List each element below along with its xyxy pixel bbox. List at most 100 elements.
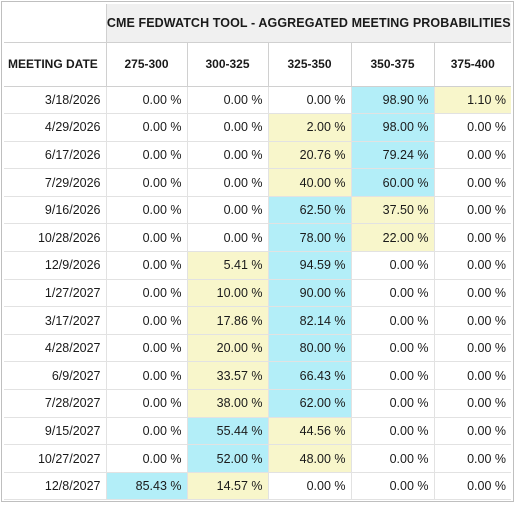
probability-cell: 62.00 %	[267, 389, 351, 418]
table-row: 9/15/2027 0.00 % 55.44 % 44.56 % 0.00 % 0.00 …	[4, 417, 512, 446]
probability-cell: 10.00 %	[186, 279, 268, 308]
meeting-date-cell: 10/27/2027	[4, 444, 106, 473]
probability-cell: 0.00 %	[186, 168, 268, 197]
probability-cell: 0.00 %	[105, 306, 187, 335]
table-row: 7/29/2026 0.00 % 0.00 % 40.00 % 60.00 % 0.00 …	[4, 168, 512, 197]
probability-cell: 94.59 %	[267, 251, 351, 280]
probability-cell: 0.00 %	[433, 113, 512, 142]
meeting-date-cell: 4/29/2026	[4, 113, 106, 142]
table-row: 10/28/2026 0.00 % 0.00 % 78.00 % 22.00 % 0.00…	[4, 223, 512, 253]
probability-cell: 80.00 %	[267, 334, 351, 363]
column-header-375-400: 375-400	[433, 42, 512, 87]
table-row: 12/9/2026 0.00 % 5.41 % 94.59 % 0.00 % 0.00 %	[4, 251, 512, 280]
meeting-date-cell: 10/28/2026	[4, 223, 106, 253]
probability-cell: 0.00 %	[433, 389, 512, 418]
column-header-350-375: 350-375	[350, 42, 434, 87]
column-header-275-300: 275-300	[105, 42, 187, 87]
header-row: MEETING DATE 275-300 300-325 325-350 350…	[4, 42, 512, 87]
probability-cell: 0.00 %	[186, 141, 268, 170]
probability-cell: 0.00 %	[433, 444, 512, 473]
column-header-meeting-date: MEETING DATE	[4, 42, 106, 87]
probability-cell: 66.43 %	[267, 361, 351, 391]
probability-cell: 0.00 %	[433, 279, 512, 308]
probability-cell: 5.41 %	[186, 251, 268, 280]
probability-cell: 52.00 %	[186, 444, 268, 473]
probability-cell: 85.43 %	[105, 472, 187, 501]
probability-cell: 33.57 %	[186, 361, 268, 391]
meeting-date-cell: 3/17/2027	[4, 306, 106, 335]
probability-cell: 0.00 %	[433, 168, 512, 197]
probability-cell: 14.57 %	[186, 472, 268, 501]
probability-cell: 0.00 %	[105, 113, 187, 142]
probability-cell: 0.00 %	[186, 113, 268, 142]
probability-cell: 82.14 %	[267, 306, 351, 335]
probability-cell: 0.00 %	[186, 196, 268, 225]
meeting-date-cell: 1/27/2027	[4, 279, 106, 308]
probability-cell: 0.00 %	[433, 223, 512, 253]
probability-cell: 22.00 %	[350, 223, 434, 253]
table-row: 6/17/2026 0.00 % 0.00 % 20.76 % 79.24 % 0.00 …	[4, 141, 512, 170]
table-row: 12/8/2027 85.43 % 14.57 % 0.00 % 0.00 % 0.00 …	[4, 472, 512, 501]
probability-cell: 38.00 %	[186, 389, 268, 418]
probability-cell: 62.50 %	[267, 196, 351, 225]
probability-cell: 48.00 %	[267, 444, 351, 473]
probability-cell: 0.00 %	[105, 223, 187, 253]
probability-cell: 0.00 %	[350, 417, 434, 446]
column-header-300-325: 300-325	[186, 42, 268, 87]
meeting-date-cell: 9/15/2027	[4, 417, 106, 446]
probability-cell: 0.00 %	[105, 196, 187, 225]
probability-cell: 17.86 %	[186, 306, 268, 335]
probability-cell: 1.10 %	[433, 86, 512, 115]
probability-cell: 0.00 %	[350, 444, 434, 473]
probability-cell: 98.00 %	[350, 113, 434, 142]
table-body: 3/18/2026 0.00 % 0.00 % 0.00 % 98.90 % 1.10 %…	[4, 86, 512, 501]
probability-cell: 20.76 %	[267, 141, 351, 170]
probability-cell: 0.00 %	[267, 472, 351, 501]
table-row: 9/16/2026 0.00 % 0.00 % 62.50 % 37.50 % 0.00 …	[4, 196, 512, 225]
column-header-325-350: 325-350	[267, 42, 351, 87]
probability-cell: 0.00 %	[105, 168, 187, 197]
probability-cell: 0.00 %	[186, 223, 268, 253]
probability-cell: 0.00 %	[433, 141, 512, 170]
meeting-date-cell: 6/17/2026	[4, 141, 106, 170]
probability-cell: 0.00 %	[433, 251, 512, 280]
probability-cell: 0.00 %	[350, 251, 434, 280]
probability-cell: 0.00 %	[433, 417, 512, 446]
table-row: 7/28/2027 0.00 % 38.00 % 62.00 % 0.00 % 0.00 …	[4, 389, 512, 418]
probability-cell: 0.00 %	[350, 472, 434, 501]
table-title: CME FEDWATCH TOOL - AGGREGATED MEETING P…	[105, 4, 512, 43]
meeting-date-cell: 6/9/2027	[4, 361, 106, 391]
probability-cell: 0.00 %	[186, 86, 268, 115]
probability-cell: 44.56 %	[267, 417, 351, 446]
table-row: 4/29/2026 0.00 % 0.00 % 2.00 % 98.00 % 0.00 %	[4, 113, 512, 142]
probability-cell: 0.00 %	[105, 444, 187, 473]
table-row: 1/27/2027 0.00 % 10.00 % 90.00 % 0.00 % 0.00 …	[4, 279, 512, 308]
meeting-date-cell: 4/28/2027	[4, 334, 106, 363]
meeting-date-cell: 12/8/2027	[4, 472, 106, 501]
probability-cell: 20.00 %	[186, 334, 268, 363]
probability-cell: 0.00 %	[105, 251, 187, 280]
table-row: 10/27/2027 0.00 % 52.00 % 48.00 % 0.00 % 0.00…	[4, 444, 512, 473]
probability-cell: 90.00 %	[267, 279, 351, 308]
probability-cell: 0.00 %	[105, 141, 187, 170]
probability-cell: 0.00 %	[433, 306, 512, 335]
probability-cell: 2.00 %	[267, 113, 351, 142]
probability-cell: 0.00 %	[267, 86, 351, 115]
probability-cell: 0.00 %	[433, 196, 512, 225]
probability-cell: 55.44 %	[186, 417, 268, 446]
probability-cell: 37.50 %	[350, 196, 434, 225]
meeting-date-cell: 9/16/2026	[4, 196, 106, 225]
table-row: 6/9/2027 0.00 % 33.57 % 66.43 % 0.00 % 0.00 %	[4, 361, 512, 391]
probability-cell: 0.00 %	[433, 361, 512, 391]
probability-cell: 0.00 %	[105, 334, 187, 363]
probability-cell: 79.24 %	[350, 141, 434, 170]
table-row: 3/17/2027 0.00 % 17.86 % 82.14 % 0.00 % 0.00 …	[4, 306, 512, 335]
probability-cell: 0.00 %	[433, 334, 512, 363]
probability-cell: 0.00 %	[350, 279, 434, 308]
probability-cell: 78.00 %	[267, 223, 351, 253]
probabilities-table: CME FEDWATCH TOOL - AGGREGATED MEETING P…	[4, 4, 512, 501]
probability-cell: 0.00 %	[350, 306, 434, 335]
probability-cell: 0.00 %	[105, 361, 187, 391]
title-row: CME FEDWATCH TOOL - AGGREGATED MEETING P…	[4, 4, 512, 43]
